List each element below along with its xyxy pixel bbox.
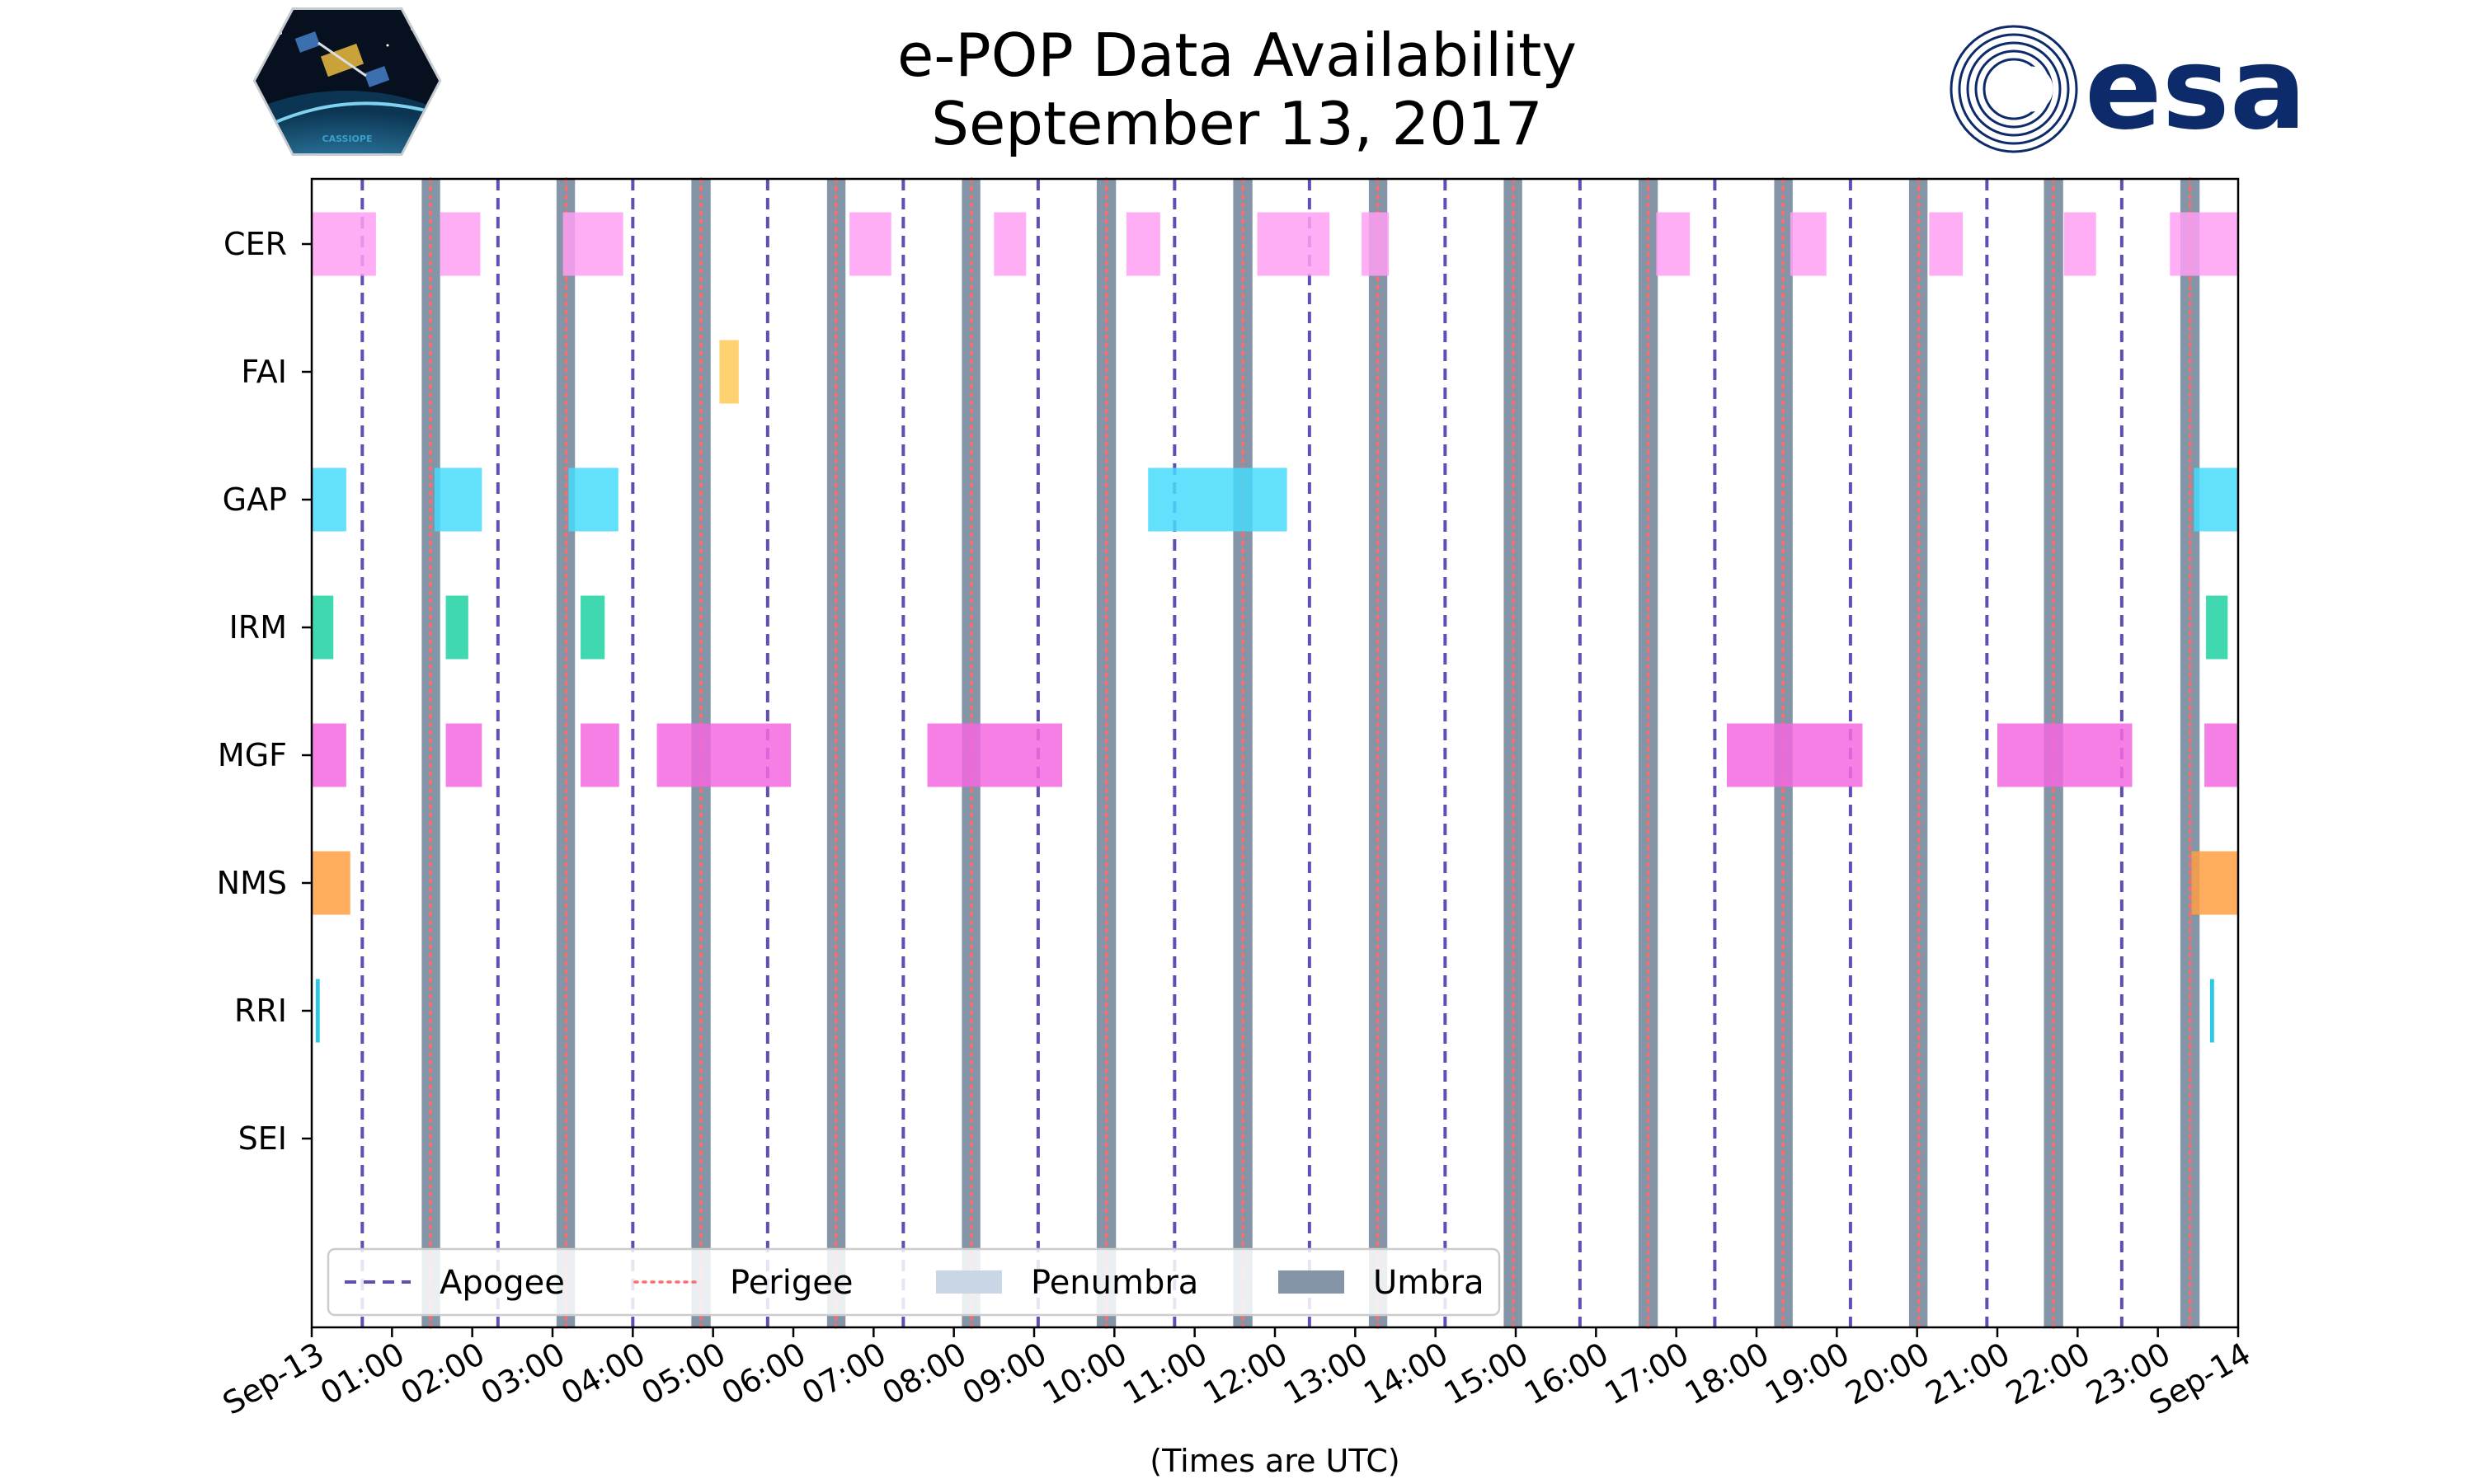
y-tick-label-cer: CER: [223, 226, 287, 262]
bar-rri-0: [315, 979, 320, 1043]
y-tick-label-irm: IRM: [229, 609, 287, 646]
bar-mgf-3: [656, 723, 792, 787]
umbra-band-5: [1096, 179, 1117, 1327]
legend-item-perigee: Perigee: [633, 1264, 853, 1302]
legend-item-penumbra: Penumbra: [936, 1264, 1198, 1302]
bar-mgf-1: [445, 723, 482, 787]
bar-cer-7: [1362, 212, 1390, 276]
bar-cer-10: [1929, 212, 1964, 276]
cassiope-logo-text: CASSIOPE: [322, 134, 373, 144]
legend-label-penumbra: Penumbra: [1031, 1264, 1198, 1302]
umbra-band-0: [421, 179, 440, 1327]
legend-swatch-umbra: [1278, 1270, 1344, 1294]
esa-swirl-icon: [1950, 25, 2078, 153]
legend-swatch-penumbra: [936, 1270, 1002, 1294]
legend-label-apogee: Apogee: [440, 1264, 565, 1302]
bar-gap-4: [2194, 467, 2238, 532]
bar-mgf-4: [927, 723, 1063, 787]
umbra-band-8: [1503, 179, 1522, 1327]
bar-nms-1: [2191, 851, 2238, 915]
bar-mgf-5: [1726, 723, 1863, 787]
legend-item-apogee: Apogee: [345, 1264, 565, 1302]
bar-mgf-7: [2204, 723, 2238, 787]
bar-rri-1: [2209, 979, 2214, 1043]
umbra-band-1: [556, 179, 576, 1327]
y-tick-label-rri: RRI: [234, 993, 287, 1029]
umbra-band-6: [1233, 179, 1253, 1327]
bar-cer-6: [1257, 212, 1330, 276]
bars-layer: [312, 212, 2238, 1043]
bar-cer-3: [849, 212, 891, 276]
legend-label-umbra: Umbra: [1373, 1264, 1484, 1302]
y-tick-label-fai: FAI: [241, 354, 287, 390]
bar-irm-0: [312, 595, 334, 660]
y-axis: CER FAI GAP IRM MGF NMS RRI SEI: [217, 226, 312, 1157]
umbra-band-13: [2180, 179, 2200, 1327]
esa-logo-text: esa: [2085, 22, 2307, 155]
bar-cer-4: [994, 212, 1027, 276]
bar-cer-11: [2063, 212, 2096, 276]
bar-irm-3: [2206, 595, 2228, 660]
bar-gap-3: [1148, 467, 1287, 532]
legend-box: [327, 1247, 1501, 1317]
legend: Apogee Perigee Penumbra Umbra: [327, 1247, 1501, 1317]
bar-irm-2: [581, 595, 605, 660]
umbra-band-9: [1638, 179, 1658, 1327]
y-tick-label-gap: GAP: [223, 481, 287, 518]
legend-label-perigee: Perigee: [730, 1264, 853, 1302]
chart-title: e-POP Data Availability: [897, 21, 1577, 90]
umbra-band-7: [1368, 179, 1388, 1327]
y-tick-label-mgf: MGF: [218, 737, 287, 773]
bar-nms-0: [312, 851, 350, 915]
bar-cer-1: [440, 212, 481, 276]
bar-gap-2: [568, 467, 618, 532]
bar-cer-0: [312, 212, 376, 276]
bar-cer-9: [1790, 212, 1827, 276]
bar-cer-5: [1126, 212, 1160, 276]
y-tick-label-nms: NMS: [217, 865, 287, 901]
umbra-band-3: [826, 179, 846, 1327]
x-axis-label: (Times are UTC): [1150, 1443, 1399, 1479]
bar-mgf-0: [312, 723, 346, 787]
bar-cer-2: [562, 212, 623, 276]
bar-gap-0: [312, 467, 346, 532]
y-tick-label-sei: SEI: [238, 1120, 287, 1157]
bar-mgf-6: [1997, 723, 2133, 787]
bar-cer-12: [2170, 212, 2238, 276]
bar-mgf-2: [581, 723, 619, 787]
esa-logo: esa: [1950, 22, 2307, 155]
umbra-band-11: [1908, 179, 1928, 1327]
bar-fai-0: [719, 340, 739, 404]
bar-cer-8: [1656, 212, 1691, 276]
bar-gap-1: [434, 467, 482, 532]
umbra-layer: [421, 179, 2200, 1327]
legend-item-umbra: Umbra: [1278, 1264, 1484, 1302]
satellite-icon: [294, 31, 390, 87]
perigee-layer: [429, 177, 2192, 1329]
chart-subtitle: September 13, 2017: [931, 89, 1542, 158]
bar-irm-1: [445, 595, 468, 660]
